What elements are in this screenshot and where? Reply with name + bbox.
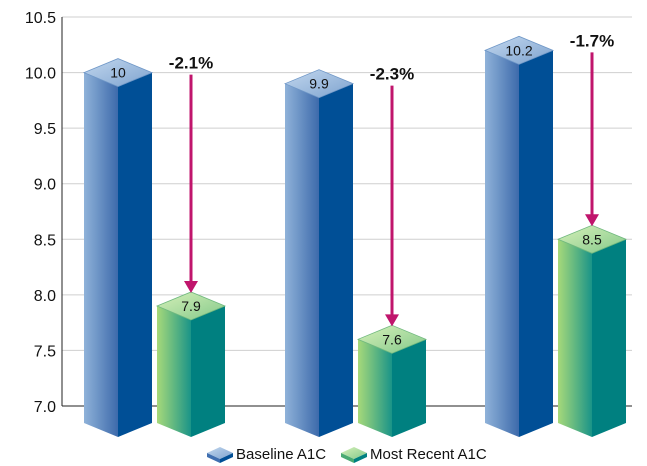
recent-bar-3: 8.5 [556,224,628,437]
legend-swatch-side [354,453,367,463]
legend: Baseline A1C Most Recent A1C [207,446,487,463]
y-tick-label: 8.0 [34,288,56,305]
change-label: -2.3% [370,65,414,84]
baseline-bar-2: 9.9 [283,69,355,437]
arrow-head [184,280,198,293]
data-label: 10 [110,65,126,81]
bar-top-face [483,35,555,65]
change-arrow-3: -1.7% [570,31,614,227]
y-tick-label: 8.5 [34,232,56,249]
recent-bar-1: 7.9 [155,291,227,437]
bar-front-face [157,305,191,437]
bar-side-face [118,72,152,438]
y-tick-label: 9.0 [34,177,56,194]
baseline-bar-1: 10 [82,58,154,438]
data-label: 8.5 [582,231,602,247]
change-arrows: -2.1% -2.3% -1.7% [169,31,614,327]
legend-swatch-front [207,453,220,463]
y-tick-label: 7.5 [34,343,56,360]
recent-bar-2: 7.6 [356,324,428,437]
y-tick-label: 7.0 [34,399,56,416]
bar-top-face [82,58,154,88]
change-arrow-1: -2.1% [169,54,213,293]
bar-top-face [155,291,227,321]
legend-item-baseline: Baseline A1C [207,446,326,463]
data-label: 7.9 [181,298,201,314]
y-tick-label: 10.5 [25,10,56,27]
bar-side-face [392,339,426,437]
bar-front-face [485,50,519,437]
bar-top-face [356,324,428,354]
legend-label: Baseline A1C [236,446,326,463]
change-label: -1.7% [570,31,614,50]
bar-side-face [592,239,626,437]
bar-front-face [558,239,592,437]
bar-side-face [519,50,553,437]
legend-swatch-side [220,453,233,463]
data-label: 9.9 [309,76,329,92]
arrow-head [585,214,599,227]
bar-front-face [285,83,319,437]
bar-side-face [319,83,353,437]
bar-front-face [358,339,392,437]
bar-top-face [556,224,628,254]
change-arrow-2: -2.3% [370,65,414,327]
data-label: 10.2 [505,42,532,58]
baseline-bar-3: 10.2 [483,35,555,437]
bar-front-face [84,72,118,438]
legend-swatch-front [341,453,354,463]
y-tick-label: 9.5 [34,121,56,138]
legend-label: Most Recent A1C [370,446,487,463]
legend-item-recent: Most Recent A1C [341,446,487,463]
bars: 10 7.9 9.9 7.6 10.2 8.5 [82,35,628,438]
bar-side-face [191,305,225,437]
y-tick-label: 10.0 [25,66,56,83]
bar-top-face [283,69,355,99]
data-label: 7.6 [382,331,402,347]
arrow-head [385,314,399,327]
change-label: -2.1% [169,54,213,73]
